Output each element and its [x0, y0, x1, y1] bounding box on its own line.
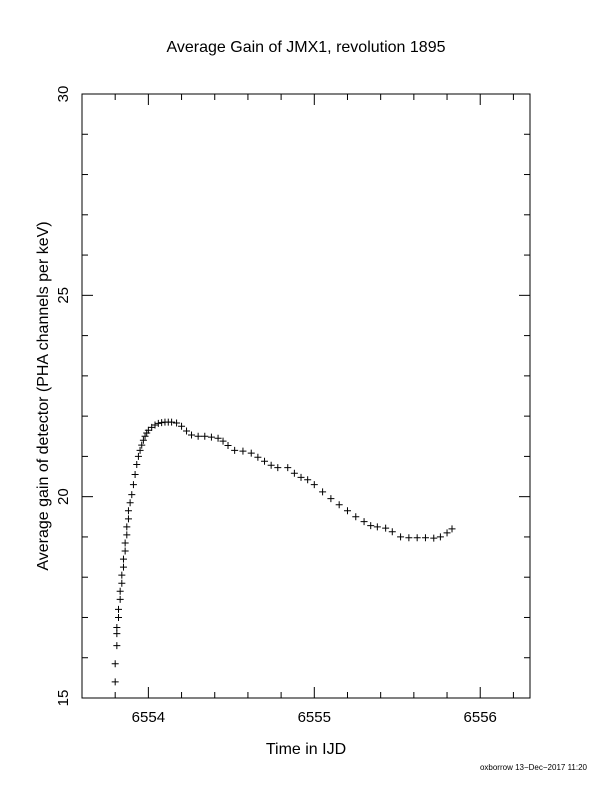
data-point — [367, 522, 375, 530]
data-point — [129, 481, 137, 489]
data-point — [448, 525, 456, 533]
footer-stamp: oxborrow 13−Dec−2017 11:20 — [480, 763, 588, 772]
data-point — [111, 660, 119, 668]
data-point — [254, 453, 262, 461]
data-point — [113, 630, 121, 638]
y-axis-ticks — [82, 93, 530, 699]
data-point — [382, 524, 390, 532]
data-point — [436, 533, 444, 541]
data-point — [239, 447, 247, 455]
data-point — [284, 464, 292, 472]
data-points — [111, 418, 456, 686]
x-tick-label: 6554 — [132, 709, 165, 726]
data-point — [373, 523, 381, 531]
data-point — [118, 579, 126, 587]
chart-title: Average Gain of JMX1, revolution 1895 — [167, 39, 446, 56]
x-tick-label: 6555 — [298, 709, 331, 726]
x-axis-tick-labels: 6554 6555 6556 — [132, 709, 497, 726]
data-point — [123, 523, 131, 531]
data-point — [123, 531, 131, 539]
data-point — [119, 563, 127, 571]
x-axis-ticks — [81, 94, 514, 698]
data-point — [201, 432, 209, 440]
data-point — [116, 595, 124, 603]
data-point — [126, 499, 134, 507]
data-point — [168, 418, 176, 426]
data-point — [113, 642, 121, 650]
data-point — [121, 539, 129, 547]
data-point — [297, 473, 305, 481]
data-point — [136, 446, 144, 454]
data-point — [327, 495, 335, 503]
y-tick-label: 15 — [55, 690, 72, 707]
y-tick-label: 30 — [55, 86, 72, 103]
data-point — [138, 441, 146, 449]
data-point — [178, 422, 186, 430]
data-point — [124, 507, 132, 515]
data-point — [405, 534, 413, 542]
data-point — [231, 446, 239, 454]
data-point — [115, 613, 123, 621]
data-point — [430, 534, 438, 542]
y-tick-label: 20 — [55, 488, 72, 505]
data-point — [141, 432, 149, 440]
data-point — [261, 457, 269, 465]
data-point — [173, 419, 181, 427]
data-point — [413, 534, 421, 542]
data-point — [139, 436, 147, 444]
data-point — [219, 437, 227, 445]
data-point — [214, 434, 222, 442]
data-point — [121, 547, 129, 555]
data-point — [304, 476, 312, 484]
x-axis-label: Time in IJD — [266, 741, 346, 758]
data-point — [443, 529, 451, 537]
y-axis-tick-labels: 15 20 25 30 — [55, 86, 72, 707]
data-point — [352, 513, 360, 521]
data-point — [319, 488, 327, 496]
data-point — [267, 461, 275, 469]
data-point — [290, 469, 298, 477]
data-point — [207, 433, 215, 441]
data-point — [388, 528, 396, 536]
data-point — [131, 471, 139, 479]
data-point — [119, 555, 127, 563]
data-point — [310, 481, 318, 489]
data-point — [421, 534, 429, 542]
y-axis-label: Average gain of detector (PHA channels p… — [35, 221, 52, 570]
plot-frame — [81, 93, 531, 699]
data-point — [397, 533, 405, 541]
data-point — [151, 421, 159, 429]
data-point — [247, 449, 255, 457]
data-point — [343, 507, 351, 515]
data-point — [111, 678, 119, 686]
data-point — [335, 501, 343, 509]
data-point — [183, 427, 191, 435]
data-point — [360, 518, 368, 526]
data-point — [116, 587, 124, 595]
data-point — [194, 432, 202, 440]
y-tick-label: 25 — [55, 287, 72, 304]
data-point — [224, 442, 232, 450]
data-point — [274, 464, 282, 472]
data-point — [154, 419, 162, 427]
data-point — [118, 571, 126, 579]
data-point — [113, 624, 121, 632]
data-point — [124, 515, 132, 523]
data-point — [134, 452, 142, 460]
data-point — [188, 431, 196, 439]
data-point — [133, 460, 141, 468]
x-tick-label: 6556 — [464, 709, 497, 726]
data-point — [115, 605, 123, 613]
data-point — [128, 491, 136, 499]
